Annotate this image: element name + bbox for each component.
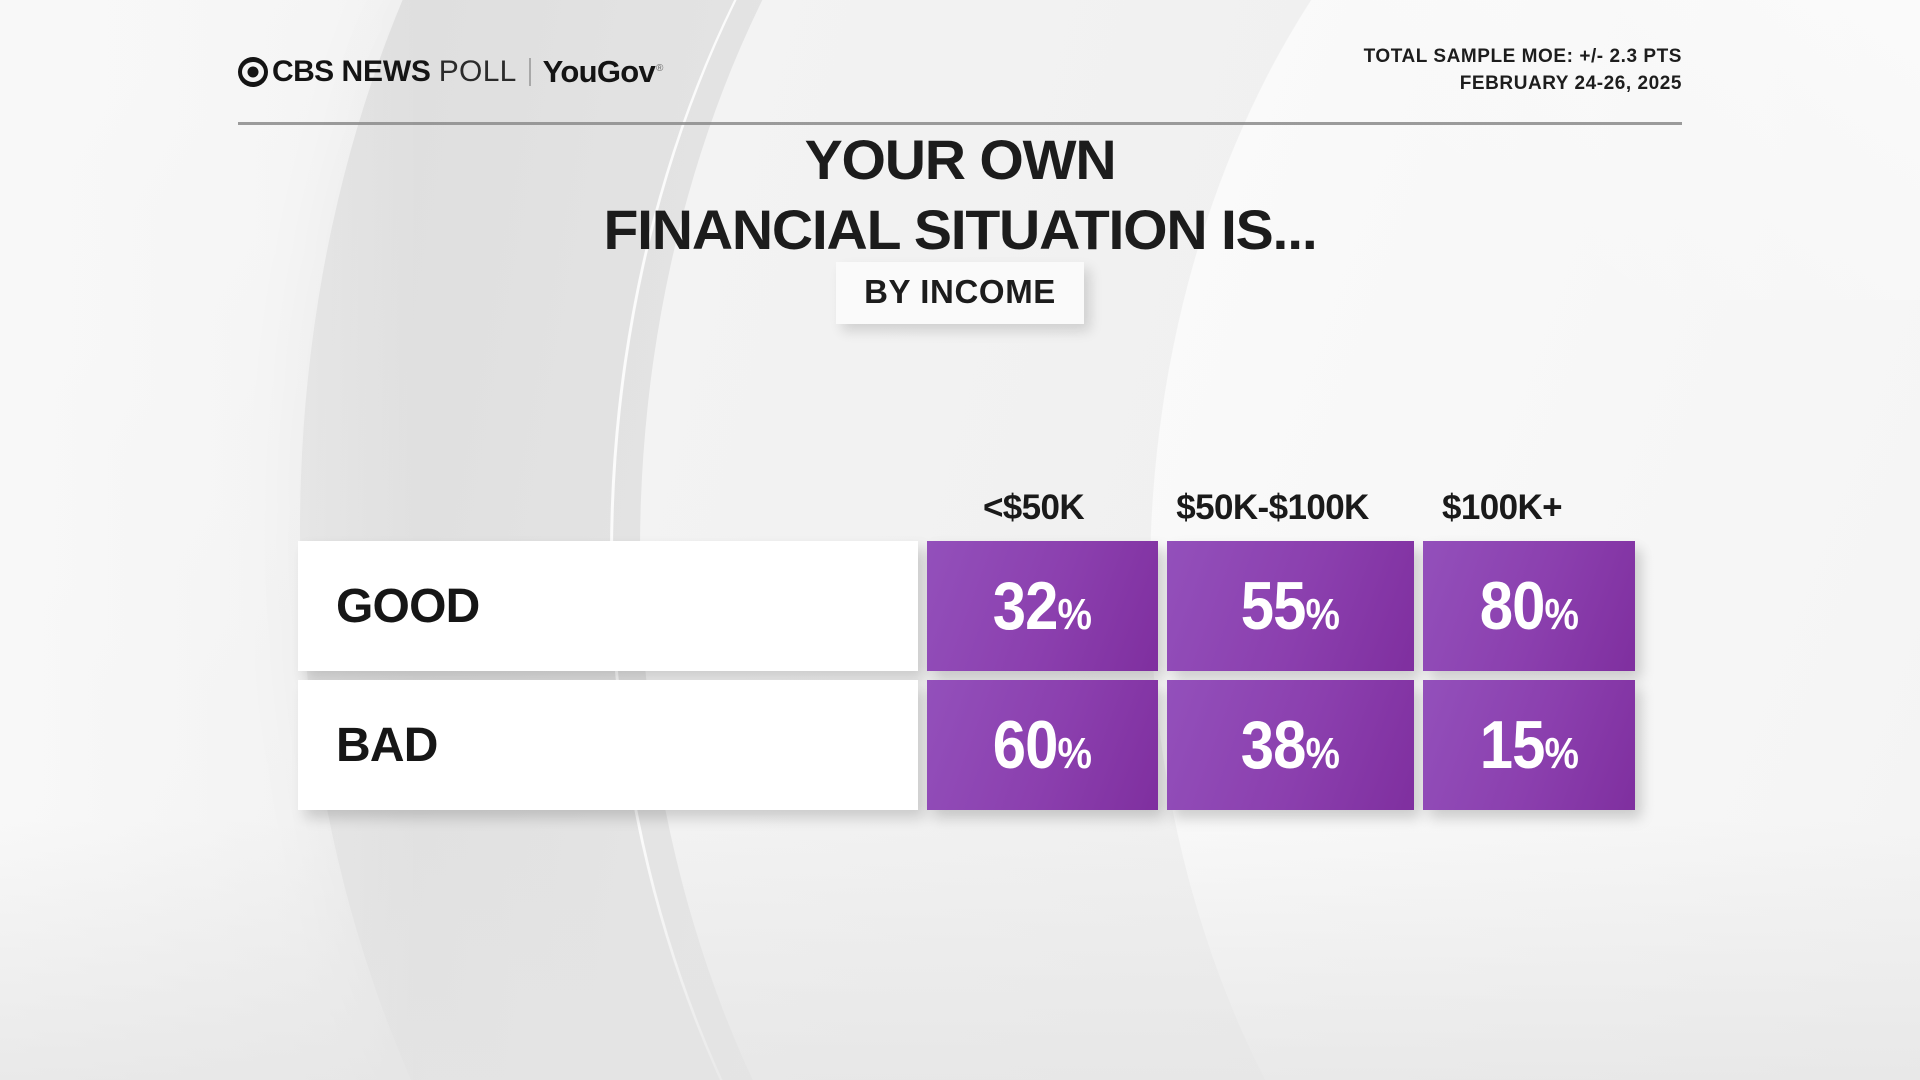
percent-sign: %	[1305, 590, 1340, 639]
value-cell-bad-high: 15%	[1423, 680, 1635, 810]
brand-partner-text: YouGov	[542, 54, 656, 89]
row-label-bad: BAD	[298, 680, 918, 810]
value-good-low-number: 32	[993, 568, 1059, 644]
table-row: GOOD 32% 55% 80%	[298, 541, 1635, 671]
background-vignette-bottom	[0, 820, 1920, 1080]
header: CBS NEWS POLL YouGov® TOTAL SAMPLE MOE: …	[0, 0, 1920, 128]
subtitle-badge: BY INCOME	[836, 262, 1084, 324]
percent-sign: %	[1057, 590, 1092, 639]
results-table: <$50K $50K-$100K $100K+ GOOD 32% 55% 80%…	[298, 480, 1635, 810]
value-good-high-number: 80	[1479, 568, 1546, 644]
subtitle-container: BY INCOME	[0, 262, 1920, 324]
value-bad-low-number: 60	[993, 707, 1059, 783]
column-header-income-mid: $50K-$100K	[1176, 488, 1369, 527]
value-cell-good-high: 80%	[1423, 541, 1635, 671]
value-bad-high: 15%	[1480, 711, 1579, 779]
value-bad-high-number: 15	[1479, 707, 1546, 783]
margin-of-error-text: TOTAL SAMPLE MOE: +/- 2.3 PTS	[1363, 46, 1682, 67]
header-divider	[238, 122, 1682, 125]
brand-news-label: NEWS	[341, 55, 431, 88]
background-vignette-top-right	[1360, 0, 1920, 300]
percent-sign: %	[1544, 590, 1579, 639]
poll-metadata: TOTAL SAMPLE MOE: +/- 2.3 PTS FEBRUARY 2…	[1364, 44, 1682, 98]
value-bad-low: 60%	[993, 711, 1092, 779]
value-cell-bad-mid: 38%	[1167, 680, 1414, 810]
row-label-bad-text: BAD	[336, 718, 438, 772]
brand-divider	[528, 58, 531, 86]
value-good-low: 32%	[993, 572, 1092, 640]
value-cell-good-low: 32%	[927, 541, 1158, 671]
cbs-eye-icon	[238, 57, 268, 87]
value-good-mid-number: 55	[1241, 568, 1307, 644]
brand-lockup: CBS NEWS POLL YouGov®	[238, 54, 663, 90]
brand-cbs-label: CBS	[272, 55, 334, 88]
percent-sign: %	[1305, 729, 1340, 778]
percent-sign: %	[1544, 729, 1579, 778]
registered-trademark-icon: ®	[656, 62, 663, 74]
value-bad-mid-number: 38	[1241, 707, 1307, 783]
value-bad-mid: 38%	[1241, 711, 1340, 779]
value-cell-bad-low: 60%	[927, 680, 1158, 810]
column-header-income-low: <$50K	[982, 488, 1085, 527]
value-cell-good-mid: 55%	[1167, 541, 1414, 671]
row-label-good-text: GOOD	[336, 579, 480, 633]
page-title-line-2: FINANCIAL SITUATION IS...	[603, 198, 1317, 261]
table-header-row: <$50K $50K-$100K $100K+	[298, 480, 1608, 532]
value-good-mid: 55%	[1241, 572, 1340, 640]
page-title-line-1: YOUR OWN	[804, 128, 1117, 191]
background-arc-edge	[610, 0, 1920, 1080]
column-header-income-high: $100K+	[1442, 488, 1563, 527]
table-row: BAD 60% 38% 15%	[298, 680, 1635, 810]
percent-sign: %	[1057, 729, 1092, 778]
brand-poll-label: POLL	[438, 55, 517, 88]
row-label-good: GOOD	[298, 541, 918, 671]
value-good-high: 80%	[1480, 572, 1579, 640]
field-dates-text: FEBRUARY 24-26, 2025	[1459, 72, 1682, 94]
page-title: YOUR OWN FINANCIAL SITUATION IS...	[0, 132, 1920, 258]
brand-partner-label: YouGov®	[542, 54, 664, 90]
